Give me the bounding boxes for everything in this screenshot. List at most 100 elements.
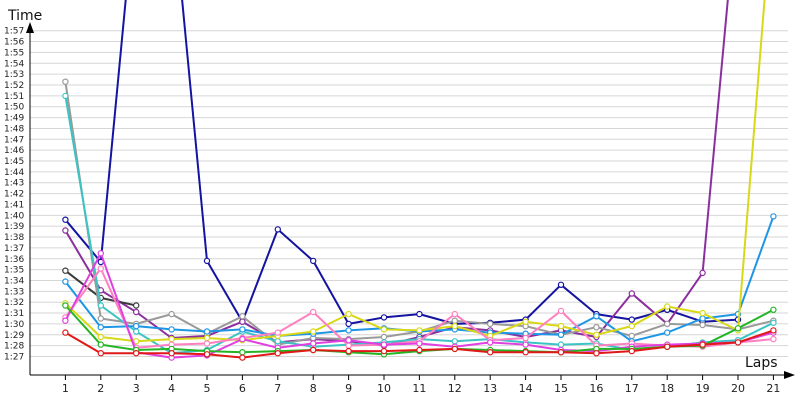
data-point bbox=[557, 307, 565, 315]
x-tick-label: 18 bbox=[660, 382, 674, 395]
data-point bbox=[97, 341, 105, 348]
x-tick-label: 19 bbox=[696, 382, 710, 395]
data-point bbox=[770, 306, 777, 313]
data-point bbox=[97, 302, 105, 309]
tick-labels: 1:271:281:291:301:311:321:331:341:351:36… bbox=[4, 27, 780, 395]
x-tick-label: 16 bbox=[589, 382, 603, 395]
data-point bbox=[132, 322, 140, 330]
data-point bbox=[770, 335, 777, 343]
data-point bbox=[593, 331, 600, 338]
y-axis-arrow bbox=[26, 22, 34, 33]
y-tick-label: 1:43 bbox=[4, 179, 24, 189]
x-tick-label: 17 bbox=[625, 382, 639, 395]
data-point bbox=[310, 346, 317, 354]
y-tick-label: 1:52 bbox=[4, 81, 24, 91]
x-tick-label: 1 bbox=[62, 382, 69, 395]
data-point bbox=[487, 339, 494, 346]
data-point bbox=[62, 278, 69, 285]
series-line bbox=[64, 0, 766, 343]
data-point bbox=[62, 92, 69, 100]
data-point bbox=[557, 349, 565, 356]
data-point bbox=[380, 347, 388, 355]
data-point bbox=[522, 318, 529, 325]
data-point bbox=[62, 329, 69, 336]
series-11 bbox=[62, 327, 777, 361]
data-point bbox=[628, 347, 636, 355]
data-point bbox=[168, 335, 175, 343]
y-tick-label: 1:51 bbox=[4, 92, 24, 102]
data-point bbox=[451, 338, 458, 345]
y-tick-label: 1:40 bbox=[4, 211, 24, 221]
x-tick-label: 9 bbox=[345, 382, 352, 395]
data-point bbox=[239, 349, 246, 356]
data-point bbox=[310, 257, 317, 265]
y-tick-label: 1:44 bbox=[4, 168, 24, 178]
data-point bbox=[239, 313, 246, 320]
x-tick-label: 2 bbox=[97, 382, 104, 395]
y-tick-label: 1:50 bbox=[4, 103, 24, 113]
x-axis-arrow bbox=[784, 371, 795, 379]
data-point bbox=[770, 319, 777, 326]
data-point bbox=[664, 329, 671, 336]
series-1 bbox=[62, 0, 742, 328]
x-axis-title: Laps bbox=[745, 355, 778, 371]
y-tick-label: 1:27 bbox=[4, 353, 24, 363]
series-7 bbox=[62, 0, 766, 345]
data-point bbox=[451, 310, 458, 318]
y-tick-label: 1:42 bbox=[4, 190, 24, 200]
data-point bbox=[628, 290, 636, 297]
data-point bbox=[132, 328, 140, 335]
data-point bbox=[593, 324, 600, 331]
data-point bbox=[239, 318, 246, 325]
data-point bbox=[203, 340, 211, 347]
y-tick-label: 1:31 bbox=[4, 309, 24, 319]
data-point bbox=[699, 309, 706, 317]
y-tick-label: 1:30 bbox=[4, 320, 24, 330]
data-point bbox=[628, 332, 636, 340]
data-point bbox=[380, 326, 388, 333]
data-point bbox=[274, 329, 281, 336]
data-point bbox=[62, 302, 69, 309]
data-point bbox=[62, 317, 69, 324]
data-point bbox=[487, 320, 494, 328]
data-point bbox=[593, 313, 600, 320]
x-tick-label: 8 bbox=[310, 382, 317, 395]
y-tick-label: 1:38 bbox=[4, 233, 24, 243]
data-point bbox=[310, 308, 317, 316]
x-tick-label: 14 bbox=[519, 382, 533, 395]
y-tick-label: 1:53 bbox=[4, 70, 24, 80]
data-point bbox=[734, 325, 742, 332]
y-tick-label: 1:55 bbox=[4, 48, 24, 58]
x-tick-label: 10 bbox=[377, 382, 391, 395]
data-point bbox=[557, 322, 565, 330]
data-point bbox=[699, 269, 706, 277]
x-tick-label: 11 bbox=[412, 382, 426, 395]
data-point bbox=[593, 350, 600, 357]
y-tick-label: 1:47 bbox=[4, 135, 24, 145]
data-point bbox=[699, 315, 706, 322]
data-point bbox=[734, 339, 742, 346]
data-point bbox=[416, 340, 423, 347]
series-line bbox=[64, 0, 729, 347]
x-tick-label: 3 bbox=[133, 382, 140, 395]
data-point bbox=[664, 343, 671, 350]
data-point bbox=[664, 303, 671, 310]
y-tick-label: 1:37 bbox=[4, 244, 24, 254]
data-point bbox=[557, 281, 565, 288]
series-group bbox=[62, 0, 777, 361]
x-tick-label: 12 bbox=[448, 382, 462, 395]
data-point bbox=[62, 78, 69, 85]
data-point bbox=[203, 328, 211, 335]
data-point bbox=[487, 349, 494, 356]
data-point bbox=[345, 342, 352, 349]
data-point bbox=[97, 333, 105, 341]
y-tick-label: 1:41 bbox=[4, 200, 24, 210]
data-point bbox=[416, 346, 423, 354]
data-point bbox=[310, 340, 317, 347]
y-tick-label: 1:57 bbox=[4, 27, 24, 37]
y-axis-title: Time bbox=[7, 8, 42, 24]
data-point bbox=[451, 322, 458, 330]
data-point bbox=[345, 327, 352, 334]
